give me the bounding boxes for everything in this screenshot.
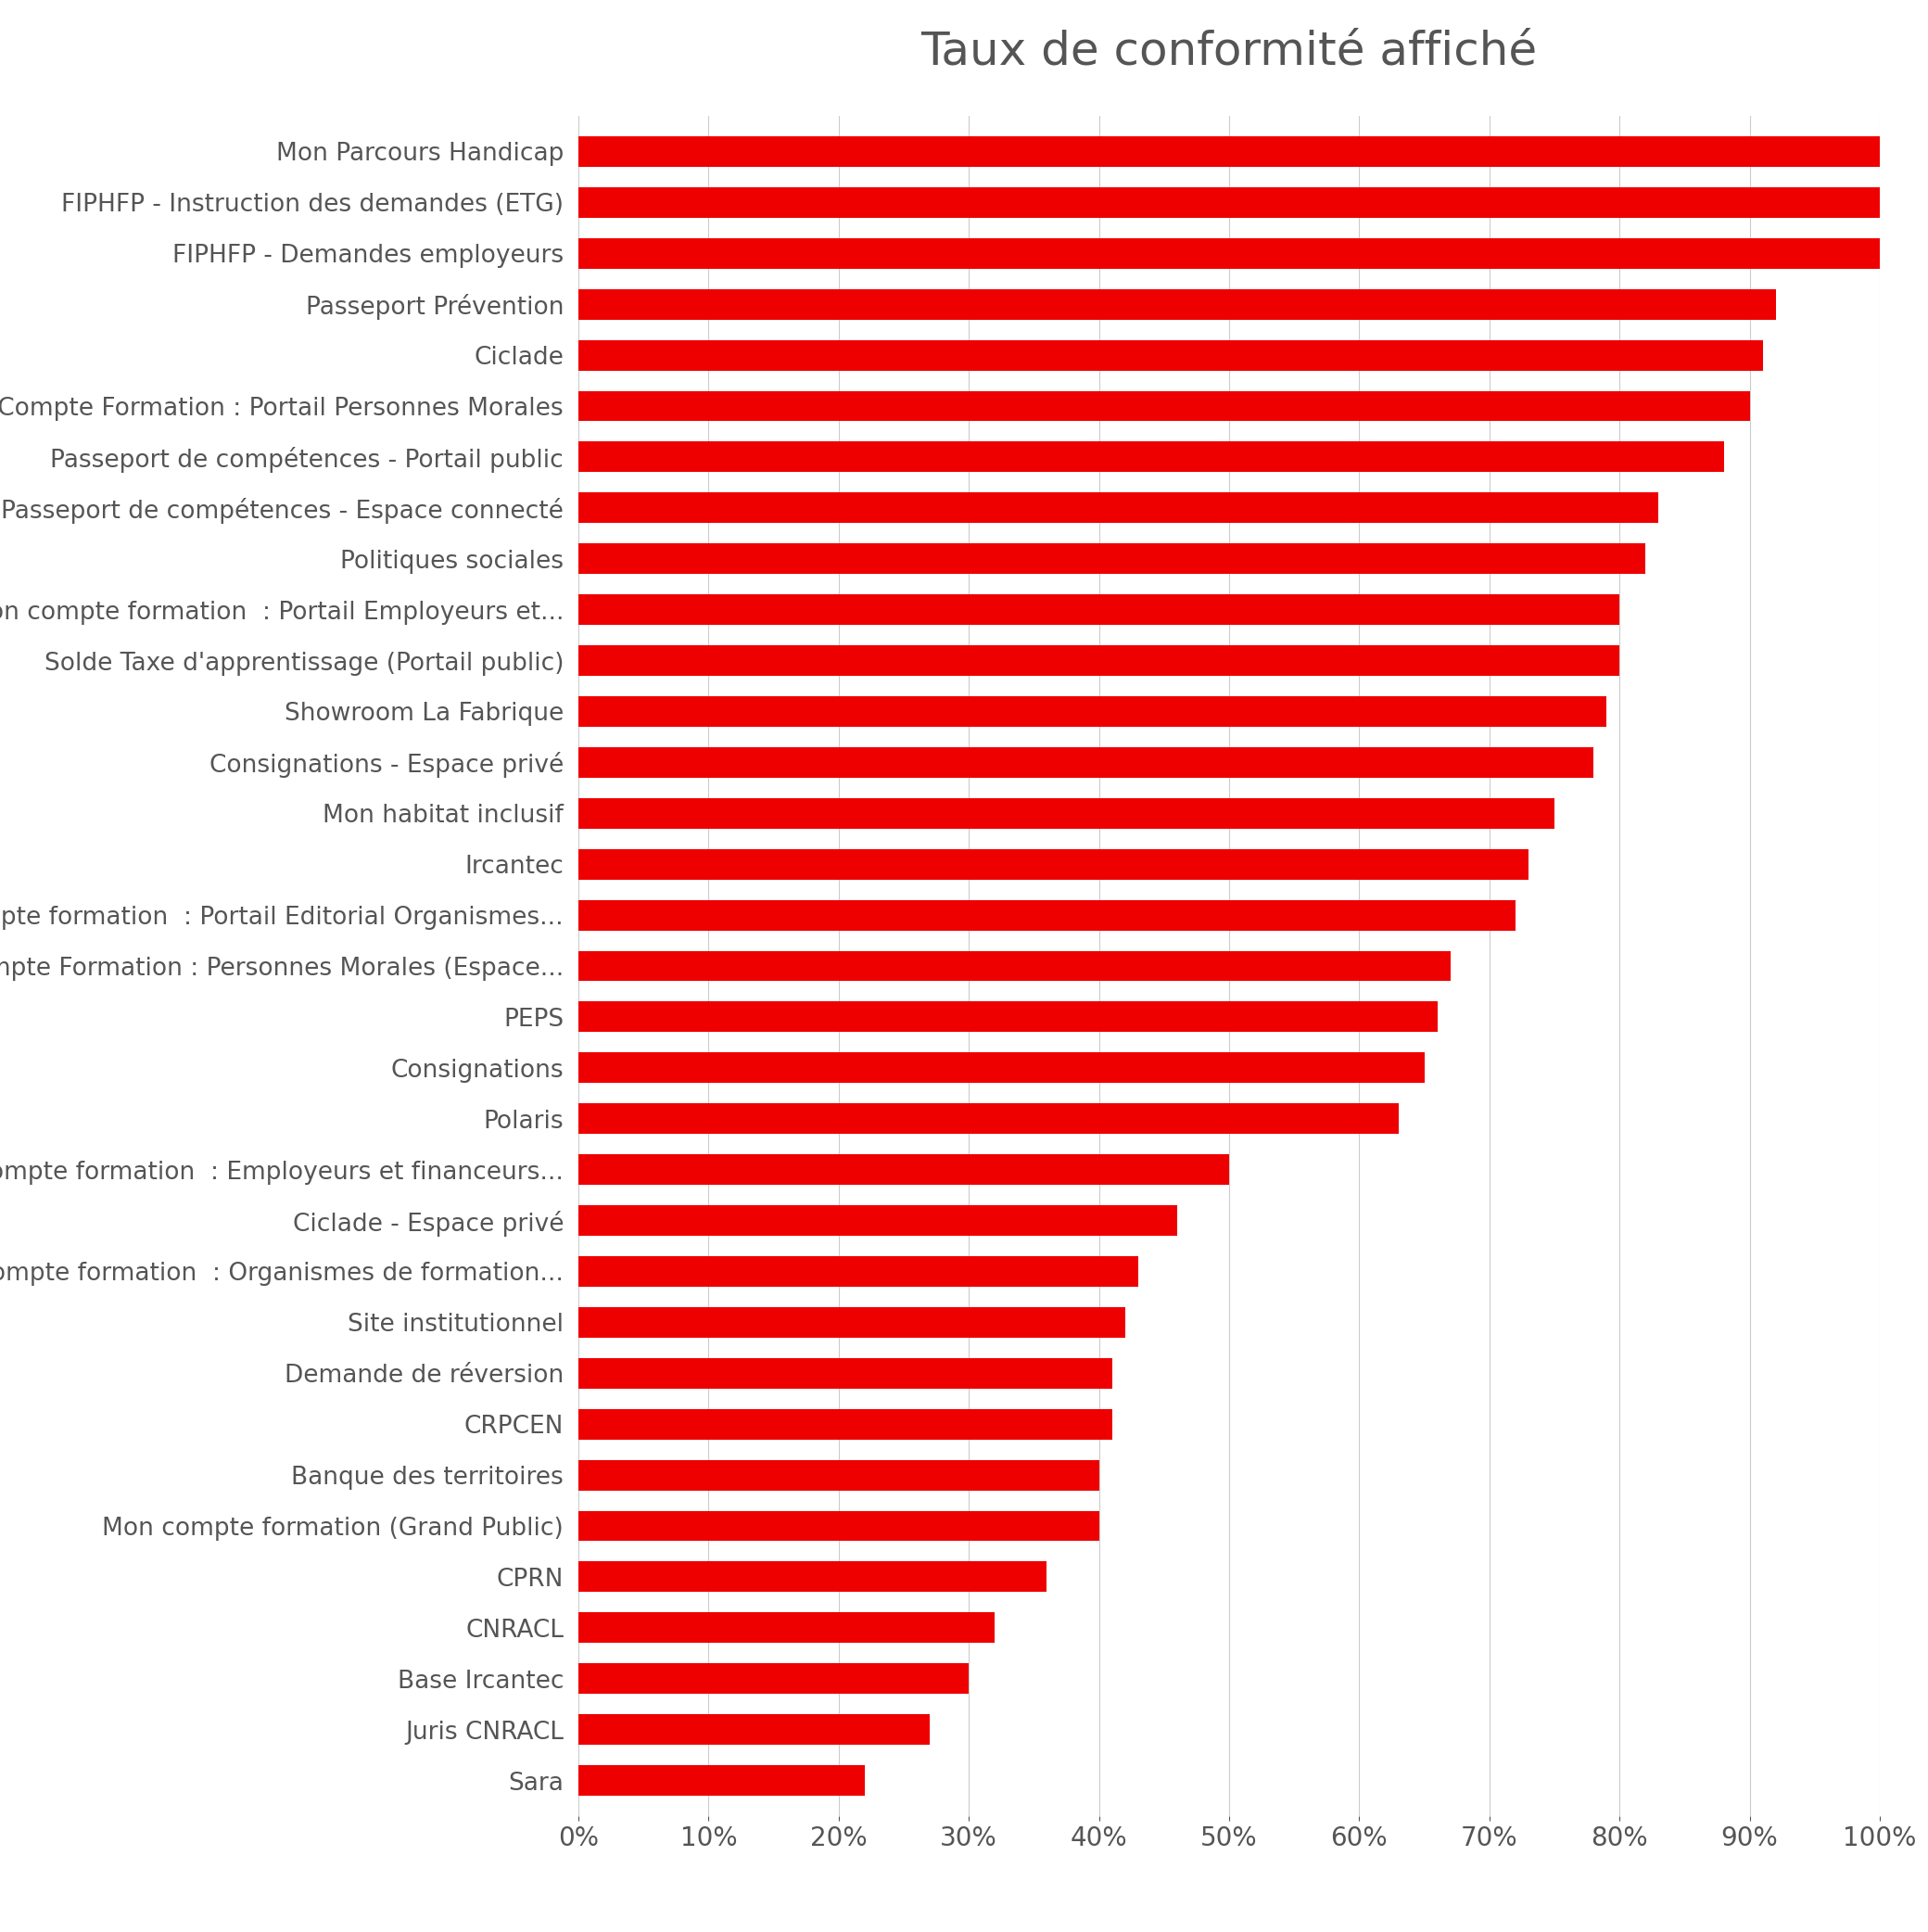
- Bar: [578, 543, 1647, 574]
- Bar: [578, 645, 1620, 676]
- Bar: [578, 1256, 1138, 1287]
- Bar: [578, 1663, 970, 1694]
- Bar: [578, 1408, 1112, 1439]
- Bar: [578, 1358, 1112, 1389]
- Bar: [578, 798, 1554, 829]
- Bar: [578, 442, 1724, 471]
- Bar: [578, 340, 1762, 371]
- Bar: [578, 1561, 1047, 1592]
- Bar: [578, 951, 1450, 981]
- Bar: [578, 1461, 1099, 1490]
- Bar: [578, 900, 1515, 931]
- Bar: [578, 848, 1529, 879]
- Bar: [578, 1766, 866, 1795]
- Bar: [578, 238, 1880, 269]
- Bar: [578, 1511, 1099, 1542]
- Bar: [578, 1053, 1425, 1084]
- Bar: [578, 696, 1606, 726]
- Bar: [578, 493, 1658, 524]
- Bar: [578, 1714, 929, 1745]
- Bar: [578, 1308, 1126, 1337]
- Bar: [578, 1103, 1398, 1134]
- Title: Taux de conformité affiché: Taux de conformité affiché: [922, 29, 1537, 73]
- Bar: [578, 187, 1880, 218]
- Bar: [578, 748, 1594, 779]
- Bar: [578, 595, 1620, 624]
- Bar: [578, 1613, 995, 1642]
- Bar: [578, 390, 1751, 421]
- Bar: [578, 290, 1776, 319]
- Bar: [578, 137, 1880, 166]
- Bar: [578, 1153, 1230, 1184]
- Bar: [578, 1001, 1438, 1032]
- Bar: [578, 1206, 1178, 1236]
